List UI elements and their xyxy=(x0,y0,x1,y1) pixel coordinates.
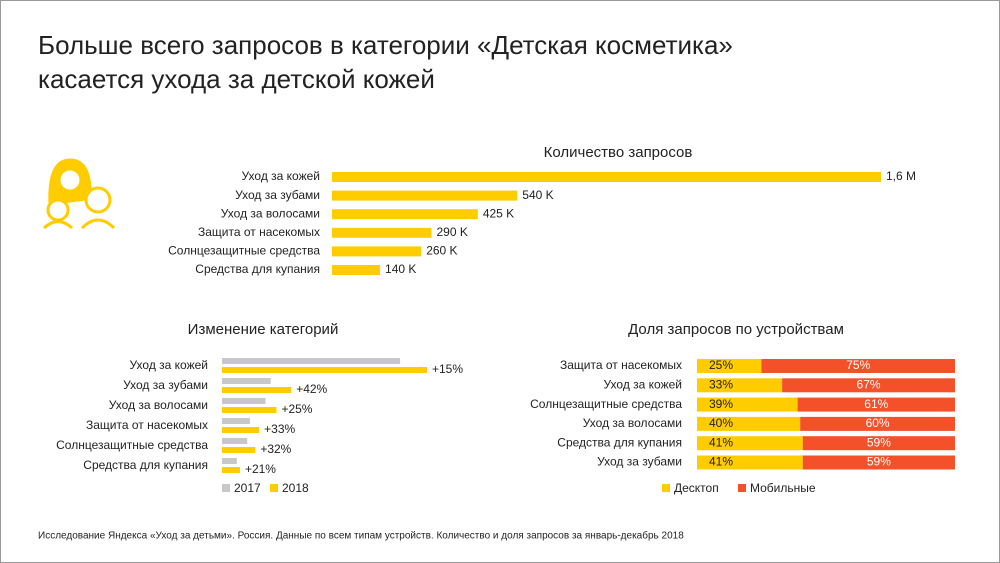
change-label: +15% xyxy=(432,362,463,376)
bar xyxy=(332,172,881,182)
footnote: Исследование Яндекса «Уход за детьми». Р… xyxy=(38,530,684,542)
legend-label: Мобильные xyxy=(750,481,816,495)
chart-title: Доля запросов по устройствам xyxy=(628,321,844,338)
value-label: 260 K xyxy=(426,244,457,258)
bar-segment xyxy=(800,416,955,431)
bar xyxy=(222,418,250,424)
segment-label: 33% xyxy=(709,377,733,391)
category-label: Средства для купания xyxy=(83,458,208,472)
bar-segment xyxy=(697,455,803,470)
family-icon xyxy=(42,158,116,230)
chart-title: Количество запросов xyxy=(544,144,693,161)
bar xyxy=(222,467,240,473)
value-label: 140 K xyxy=(385,262,416,276)
bar-segment xyxy=(697,397,798,412)
category-label: Защита от насекомых xyxy=(86,418,208,432)
category-label: Уход за волосами xyxy=(221,206,320,220)
value-label: 1,6 M xyxy=(886,169,916,183)
bar xyxy=(222,358,401,364)
segment-label: 40% xyxy=(709,416,733,430)
change-label: +25% xyxy=(281,402,312,416)
change-label: +42% xyxy=(296,382,327,396)
bar xyxy=(332,190,518,201)
value-label: 425 K xyxy=(483,206,514,220)
bar xyxy=(332,209,478,220)
segment-label: 41% xyxy=(709,455,733,469)
category-label: Уход за зубами xyxy=(235,188,320,202)
segment-label: 61% xyxy=(864,397,888,411)
bar xyxy=(222,398,266,404)
segment-label: 59% xyxy=(867,455,891,469)
bar-segment xyxy=(697,378,783,393)
bar xyxy=(222,447,256,453)
bar-segment xyxy=(697,359,762,373)
category-label: Уход за кожей xyxy=(129,358,208,372)
bar xyxy=(222,438,248,444)
bar xyxy=(222,407,277,413)
bar-segment xyxy=(697,436,803,451)
category-label: Солнцезащитные средства xyxy=(530,397,682,411)
chart-title: Изменение категорий xyxy=(188,321,339,338)
bar xyxy=(222,427,260,433)
change-label: +21% xyxy=(245,462,276,476)
category-label: Уход за зубами xyxy=(123,378,208,392)
category-label: Уход за кожей xyxy=(241,169,320,183)
segment-label: 60% xyxy=(866,416,890,430)
legend-label: Десктоп xyxy=(674,481,719,495)
value-label: 540 K xyxy=(522,188,553,202)
category-label: Уход за волосами xyxy=(583,416,682,430)
bar xyxy=(222,387,292,393)
category-label: Уход за волосами xyxy=(109,398,208,412)
legend-swatch xyxy=(270,484,278,492)
category-label: Уход за кожей xyxy=(603,377,682,391)
bar xyxy=(332,265,381,275)
legend-label: 2017 xyxy=(234,481,261,495)
title-line: Больше всего запросов в категории «Детск… xyxy=(38,30,733,94)
legend-swatch xyxy=(222,484,230,492)
bar xyxy=(222,378,271,384)
category-label: Средства для купания xyxy=(557,435,682,449)
category-label: Солнцезащитные средства xyxy=(168,244,320,258)
bar xyxy=(222,367,427,373)
legend-swatch xyxy=(738,484,746,492)
category-label: Защита от насекомых xyxy=(198,225,320,239)
bar-segment xyxy=(782,378,955,393)
legend-swatch xyxy=(662,484,670,492)
change-label: +33% xyxy=(264,422,295,436)
legend-label: 2018 xyxy=(282,481,309,495)
bar xyxy=(332,227,432,238)
category-label: Солнцезащитные средства xyxy=(56,438,208,452)
bar-segment xyxy=(761,359,955,373)
bar-segment xyxy=(797,397,955,412)
segment-label: 75% xyxy=(846,358,870,372)
bar-segment xyxy=(697,416,801,431)
change-label: +32% xyxy=(260,442,291,456)
bar-segment xyxy=(802,436,955,451)
segment-label: 41% xyxy=(709,435,733,449)
value-label: 290 K xyxy=(437,225,468,239)
bar xyxy=(222,458,237,464)
category-label: Уход за зубами xyxy=(597,455,682,469)
category-label: Защита от насекомых xyxy=(560,358,682,372)
segment-label: 39% xyxy=(709,397,733,411)
segment-label: 25% xyxy=(709,358,733,372)
segment-label: 67% xyxy=(857,377,881,391)
category-label: Средства для купания xyxy=(195,262,320,276)
bar-segment xyxy=(802,455,955,470)
bar xyxy=(332,246,422,257)
segment-label: 59% xyxy=(867,435,891,449)
